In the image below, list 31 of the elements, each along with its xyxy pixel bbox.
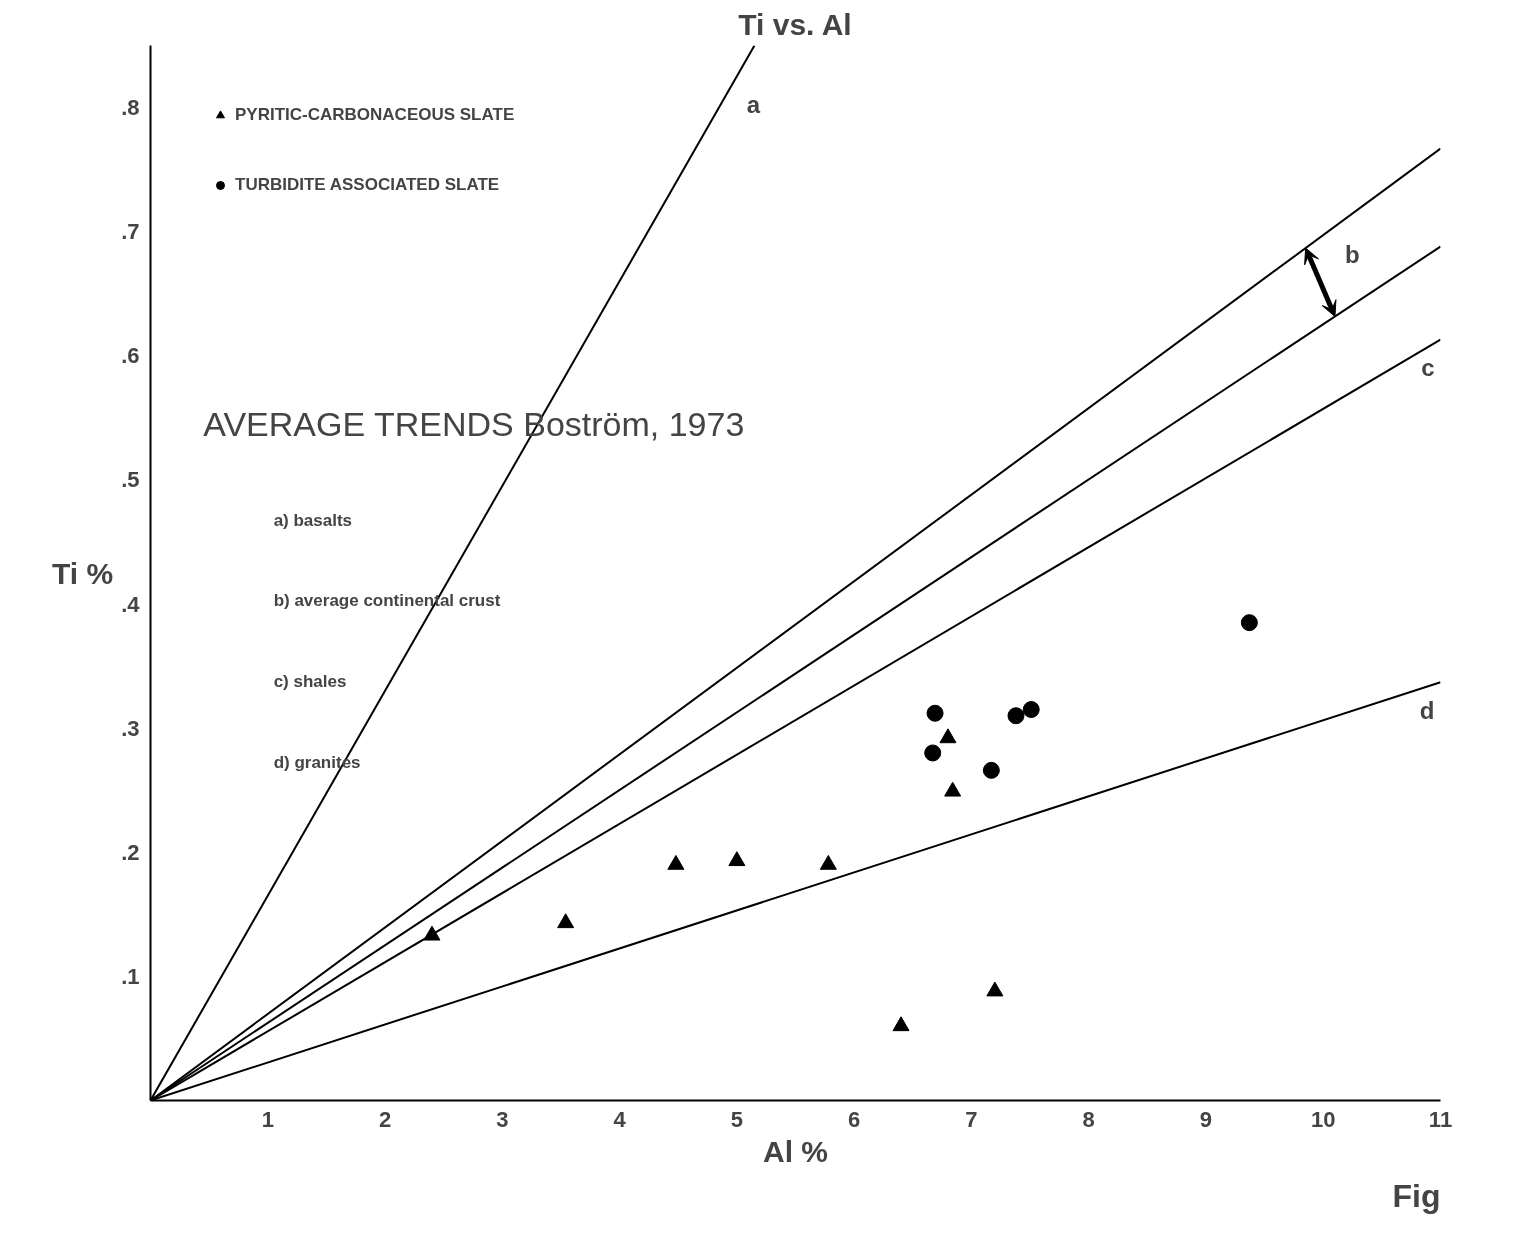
annotation: a) basalts xyxy=(273,510,353,530)
x-tick-label: 6 xyxy=(848,1106,861,1132)
x-tick-label: 2 xyxy=(378,1106,392,1132)
x-axis-title: Al % xyxy=(763,1134,829,1168)
chart-title: Ti vs. Al xyxy=(738,7,852,41)
text: Fig xyxy=(1392,1177,1441,1214)
x-tick-label: 1 xyxy=(261,1106,274,1132)
x-tick-label: 11 xyxy=(1428,1106,1453,1132)
annotation: d xyxy=(1419,696,1435,724)
x-tick-label: 5 xyxy=(730,1106,743,1132)
y-axis-title: Ti % xyxy=(52,556,114,590)
legend-label: PYRITIC-CARBONACEOUS SLATE xyxy=(235,105,515,125)
x-tick-label: 8 xyxy=(1082,1106,1095,1132)
annotation: c xyxy=(1421,354,1435,382)
y-tick-label: .2 xyxy=(121,839,140,865)
y-tick-label: .6 xyxy=(121,343,140,369)
y-tick-label: .4 xyxy=(121,591,141,617)
legend-label: TURBIDITE ASSOCIATED SLATE xyxy=(235,175,500,195)
x-tick-label: 9 xyxy=(1199,1106,1213,1132)
y-tick-label: .1 xyxy=(121,963,140,989)
x-tick-label: 7 xyxy=(965,1106,978,1132)
annotation: a xyxy=(746,91,761,119)
y-tick-label: .5 xyxy=(121,467,140,493)
x-tick-label: 4 xyxy=(613,1106,627,1132)
annotation: c) shales xyxy=(273,671,347,691)
y-tick-label: .8 xyxy=(121,95,140,121)
y-tick-label: .7 xyxy=(121,219,140,245)
annotation: b xyxy=(1344,241,1360,269)
x-tick-label: 3 xyxy=(496,1106,509,1132)
y-tick-label: .3 xyxy=(121,715,140,741)
x-tick-label: 10 xyxy=(1310,1106,1336,1132)
